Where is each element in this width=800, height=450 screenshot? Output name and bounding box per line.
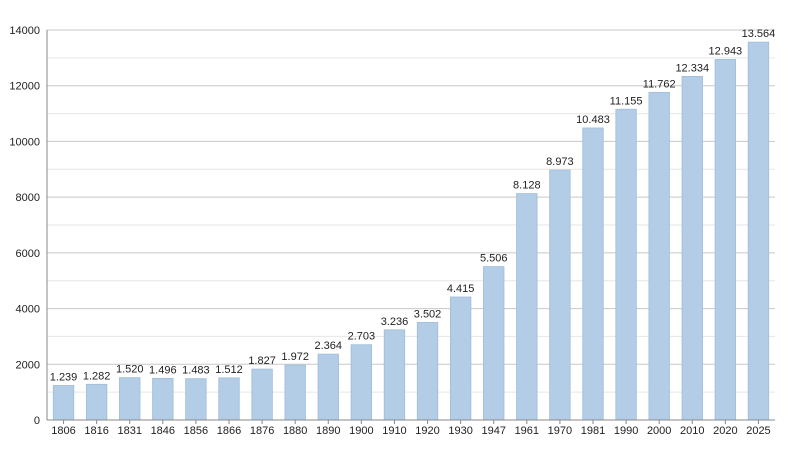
data-label: 3.502 <box>414 308 442 320</box>
x-tick-label: 1990 <box>614 425 638 437</box>
bar <box>119 377 141 421</box>
bar <box>648 91 670 421</box>
bar <box>284 364 306 421</box>
x-tick-label: 1981 <box>581 425 605 437</box>
x-tick-label: 2025 <box>746 425 770 437</box>
bar <box>615 108 637 421</box>
bar <box>449 296 472 421</box>
bar <box>152 377 174 421</box>
grid-lines <box>47 29 775 393</box>
data-labels: 1.239 1.282 1.520 1.496 1.483 1.512 1.827 1.972… <box>50 28 776 383</box>
x-tick-label: 2000 <box>647 425 671 437</box>
y-tick-label: 2000 <box>16 359 40 371</box>
bar <box>383 329 406 421</box>
data-label: 8.128 <box>513 180 541 192</box>
x-tick-label: 1831 <box>117 425 141 437</box>
bar <box>416 322 439 421</box>
y-tick-label: 8000 <box>16 192 40 204</box>
data-label: 13.564 <box>742 28 776 40</box>
bar <box>52 385 75 421</box>
x-tick-label: 1890 <box>316 425 340 437</box>
y-tick-label: 4000 <box>16 304 40 316</box>
y-tick-label: 10000 <box>9 136 40 148</box>
bar <box>549 169 571 421</box>
y-tick-label: 6000 <box>16 248 40 260</box>
x-tick-label: 1866 <box>217 425 241 437</box>
data-label: 3.236 <box>381 316 409 328</box>
bar <box>516 193 538 421</box>
bar <box>218 377 240 421</box>
y-axis-ticks: 0 2000 4000 6000 8000 10000 12000 14000 <box>9 25 40 427</box>
data-label: 12.334 <box>675 62 709 74</box>
x-tick-label: 1920 <box>415 425 439 437</box>
x-tick-label: 1900 <box>349 425 373 437</box>
x-tick-label: 1816 <box>84 425 108 437</box>
data-label: 1.827 <box>248 355 276 367</box>
x-tick-label: 1961 <box>515 425 539 437</box>
x-tick-label: 1806 <box>51 425 75 437</box>
x-tick-label: 1947 <box>481 425 505 437</box>
x-tick-label: 1930 <box>448 425 472 437</box>
x-tick-label: 1880 <box>283 425 307 437</box>
y-tick-label: 12000 <box>9 81 40 93</box>
data-label: 1.512 <box>215 364 243 376</box>
x-tick-label: 2010 <box>680 425 704 437</box>
data-label: 11.155 <box>610 95 643 107</box>
data-label: 5.506 <box>480 253 508 265</box>
bar <box>747 41 770 421</box>
bars <box>52 41 770 421</box>
x-tick-label: 2020 <box>713 425 737 437</box>
data-label: 4.415 <box>447 283 475 295</box>
bar <box>185 378 207 421</box>
x-tick-label: 1876 <box>250 425 274 437</box>
data-label: 1.282 <box>83 370 111 382</box>
bar <box>681 76 703 421</box>
bar <box>714 59 737 421</box>
data-label: 1.496 <box>149 364 177 376</box>
bar <box>350 344 373 421</box>
data-label: 10.483 <box>576 114 610 126</box>
data-label: 12.943 <box>709 45 743 57</box>
x-tick-label: 1856 <box>184 425 208 437</box>
x-tick-label: 1846 <box>151 425 175 437</box>
y-tick-label: 0 <box>34 415 40 427</box>
data-label: 2.703 <box>348 331 376 343</box>
data-label: 1.483 <box>182 365 210 377</box>
data-label: 2.364 <box>315 340 343 352</box>
bar <box>317 353 339 421</box>
data-label: 1.520 <box>116 364 144 376</box>
data-label: 1.972 <box>281 351 309 363</box>
x-axis-ticks: 1806 1816 1831 1846 1856 1866 1876 1880 1890 1900… <box>51 420 771 437</box>
x-tick-label: 1970 <box>548 425 572 437</box>
x-tick-label: 1910 <box>382 425 406 437</box>
data-label: 11.762 <box>643 78 676 90</box>
bar <box>251 368 273 421</box>
data-label: 1.239 <box>50 371 78 383</box>
bar <box>582 127 604 421</box>
bar <box>483 266 505 421</box>
y-tick-label: 14000 <box>9 25 40 37</box>
data-label: 8.973 <box>546 156 574 168</box>
bar <box>85 383 108 421</box>
